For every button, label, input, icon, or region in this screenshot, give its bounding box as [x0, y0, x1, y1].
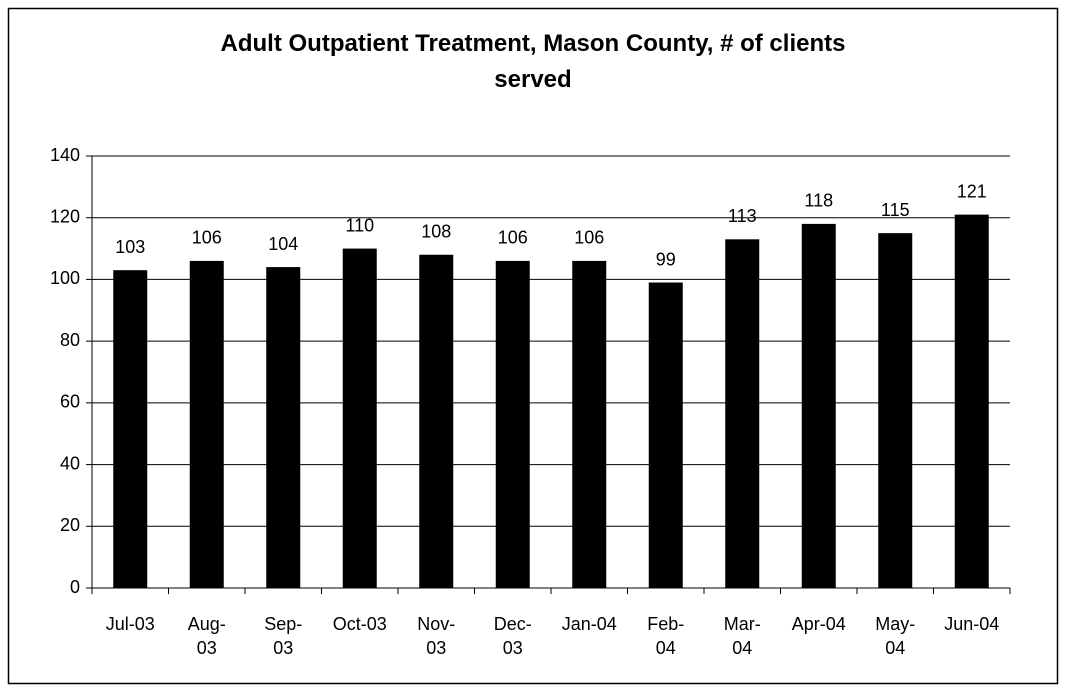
data-label: 104	[268, 234, 298, 254]
chart-title: Adult Outpatient Treatment, Mason County…	[220, 30, 846, 93]
x-tick-label: Feb-04	[647, 614, 685, 658]
bar	[495, 260, 530, 588]
bar	[419, 254, 454, 588]
y-tick-label: 80	[60, 330, 80, 350]
x-tick-label: Jul-03	[105, 614, 155, 634]
x-tick-label: Nov-03	[417, 614, 456, 658]
bar	[954, 214, 989, 588]
data-label: 99	[656, 249, 676, 269]
y-tick-label: 120	[50, 206, 80, 226]
bar	[266, 267, 301, 588]
bar	[572, 260, 607, 588]
y-tick-label: 60	[60, 392, 80, 412]
x-tick-label: Jan-04	[561, 614, 617, 634]
y-tick-label: 40	[60, 453, 80, 473]
bar	[342, 248, 377, 589]
bar	[113, 270, 148, 588]
x-tick-label: Sep-03	[264, 614, 303, 658]
data-label: 106	[192, 228, 222, 248]
data-label: 108	[421, 221, 451, 241]
bar	[648, 282, 683, 588]
bar	[725, 239, 760, 589]
chart-frame	[7, 7, 1059, 685]
x-tick-label: Jun-04	[944, 614, 1000, 634]
x-tick-label: May-04	[875, 614, 916, 658]
y-tick-label: 20	[60, 515, 80, 535]
x-tick-label: Mar-04	[723, 614, 761, 658]
data-label: 106	[498, 228, 528, 248]
data-label: 103	[115, 237, 145, 257]
y-tick-label: 100	[50, 268, 80, 288]
x-tick-label: Apr-04	[791, 614, 846, 634]
data-label: 115	[881, 200, 910, 220]
data-label: 113	[728, 206, 757, 226]
y-tick-label: 0	[70, 577, 80, 597]
x-tick-label: Aug-03	[187, 614, 226, 658]
data-label: 121	[957, 181, 987, 201]
data-label: 118	[804, 191, 833, 211]
data-label: 106	[574, 228, 604, 248]
x-tick-label: Dec-03	[493, 614, 532, 658]
data-label: 110	[345, 215, 374, 235]
y-tick-label: 140	[50, 145, 80, 165]
bar	[189, 260, 224, 588]
bar	[878, 233, 913, 588]
bar	[801, 223, 836, 588]
x-tick-label: Oct-03	[332, 614, 387, 634]
